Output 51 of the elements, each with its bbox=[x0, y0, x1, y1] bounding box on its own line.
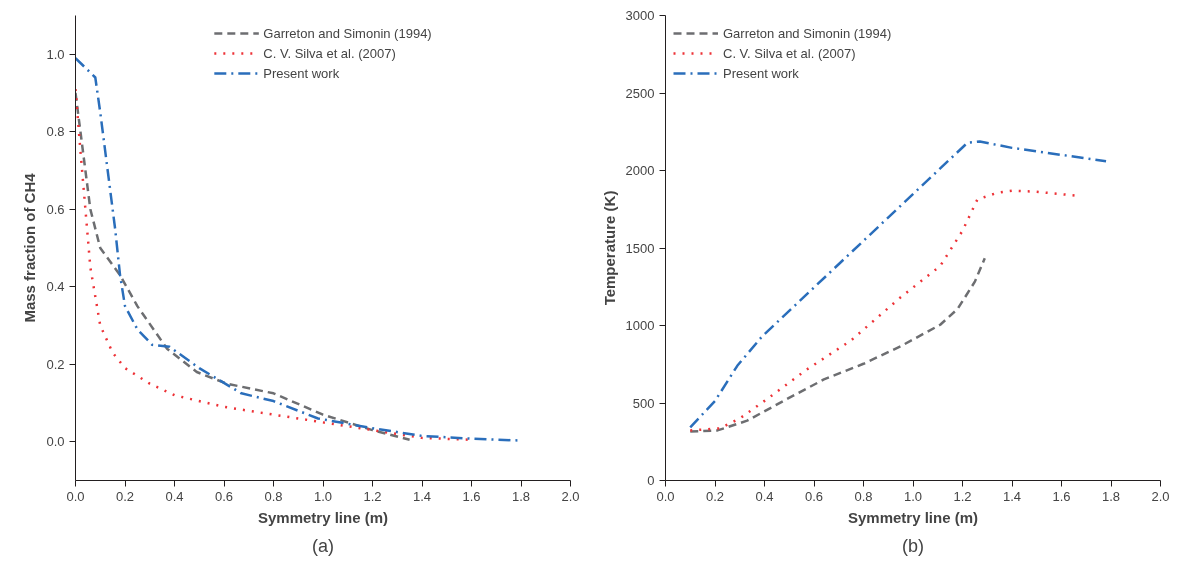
y-axis-title: Mass fraction of CH4 bbox=[21, 172, 39, 323]
x-tick-label: 0.8 bbox=[854, 488, 873, 504]
y-tick-label: 2500 bbox=[625, 85, 655, 101]
text: (a) bbox=[312, 535, 334, 556]
y-tick-label: 3000 bbox=[625, 8, 655, 23]
y-axis-title: Temperature (K) bbox=[600, 190, 618, 306]
x-tick-label: 0.2 bbox=[705, 488, 725, 504]
line-series bbox=[689, 140, 1108, 429]
x-tick-label: 1.4 bbox=[1002, 488, 1022, 504]
x-tick-label: 1.6 bbox=[462, 488, 481, 504]
x-tick-label: 0.2 bbox=[115, 488, 135, 504]
y-tick-label: 0.6 bbox=[46, 201, 65, 217]
y-tick-label: 1000 bbox=[625, 318, 655, 333]
x-tick-label: 1.0 bbox=[903, 488, 923, 504]
x-axis-title: Symmetry line (m) bbox=[257, 508, 389, 526]
y-tick-label: 1.0 bbox=[46, 46, 65, 62]
x-tick-label: 0.6 bbox=[804, 488, 824, 504]
x-tick-label: 1.6 bbox=[1052, 488, 1071, 504]
x-tick-label: 1.0 bbox=[313, 488, 333, 504]
x-axis-title: Symmetry line (m) bbox=[847, 508, 979, 526]
y-tick-label: 500 bbox=[632, 395, 655, 411]
text: (b) bbox=[902, 535, 924, 556]
line-series bbox=[689, 256, 987, 433]
x-tick-label: 2.0 bbox=[1151, 488, 1170, 504]
legend-label: C. V. Silva et al. (2007) bbox=[723, 45, 856, 61]
y-tick-label: 0.0 bbox=[46, 434, 65, 450]
x-tick-label: 0.0 bbox=[656, 488, 675, 504]
legend-label: Garreton and Simonin (1994) bbox=[263, 25, 432, 41]
x-tick-label: 1.8 bbox=[1101, 488, 1121, 504]
x-tick-label: 1.4 bbox=[412, 488, 432, 504]
x-tick-label: 2.0 bbox=[561, 488, 580, 504]
x-tick-label: 1.8 bbox=[511, 488, 531, 504]
legend-label: Garreton and Simonin (1994) bbox=[723, 25, 892, 41]
x-tick-label: 1.2 bbox=[953, 488, 972, 504]
y-tick-label: 0.4 bbox=[46, 279, 65, 295]
line-series bbox=[75, 91, 411, 442]
x-tick-label: 0.4 bbox=[165, 488, 184, 504]
y-tick-label: 0.2 bbox=[46, 356, 65, 372]
line-series bbox=[689, 189, 1078, 432]
x-tick-label: 1.2 bbox=[363, 488, 382, 504]
legend-label: Present work bbox=[723, 65, 799, 81]
y-tick-label: 2000 bbox=[625, 163, 655, 178]
x-tick-label: 0.8 bbox=[264, 488, 283, 504]
y-tick-label: 0 bbox=[647, 473, 655, 488]
x-tick-label: 0.4 bbox=[755, 488, 774, 504]
x-tick-label: 0.6 bbox=[214, 488, 234, 504]
x-tick-label: 0.0 bbox=[66, 488, 85, 504]
y-tick-label: 1500 bbox=[625, 240, 655, 256]
legend-label: Present work bbox=[263, 65, 340, 81]
y-tick-label: 0.8 bbox=[46, 124, 65, 140]
legend-label: C. V. Silva et al. (2007) bbox=[263, 45, 396, 61]
